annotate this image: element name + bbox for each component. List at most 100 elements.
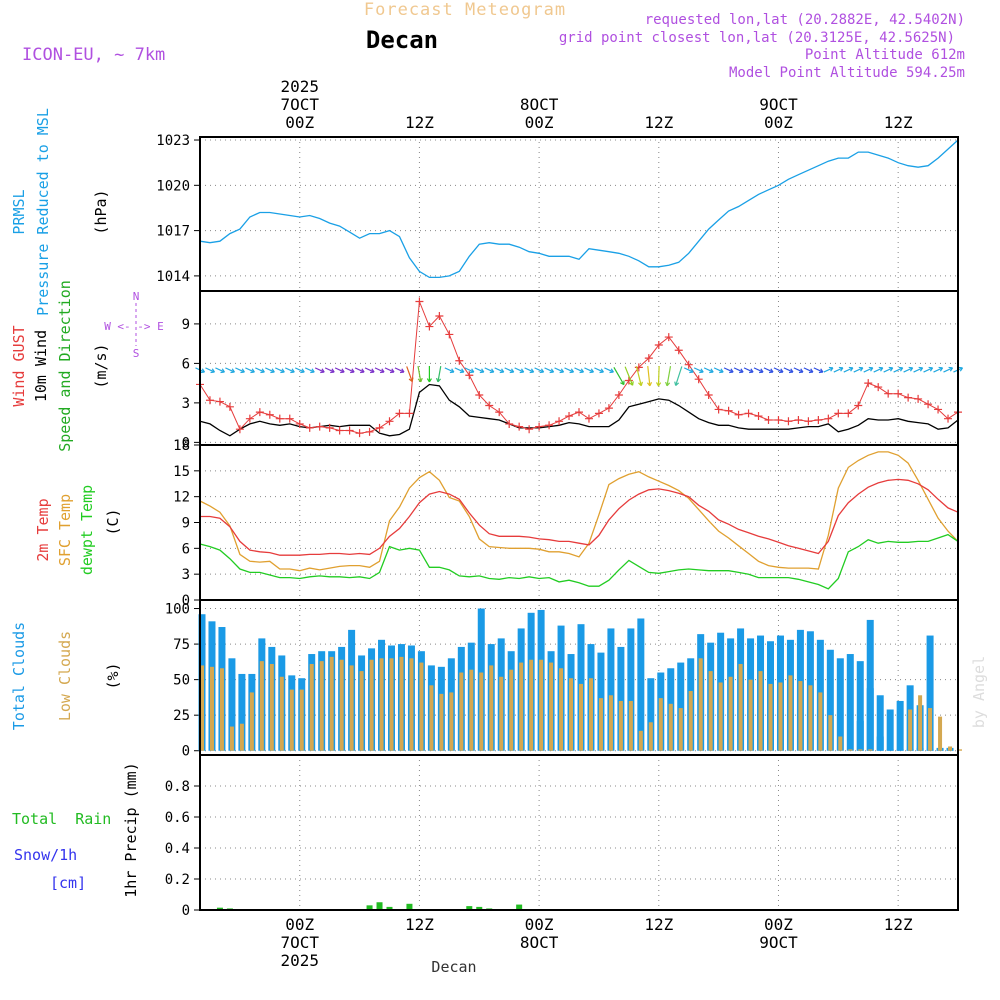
wind-arrow-18 (374, 367, 385, 373)
gust-point-15 (345, 426, 354, 435)
low-cloud-bar-18 (379, 658, 384, 751)
gust-point-43 (624, 376, 633, 385)
gust-point-1 (205, 396, 214, 405)
low-cloud-bar-40 (598, 698, 603, 751)
gust-point-68 (874, 383, 883, 392)
wind-arrow-44 (635, 366, 642, 386)
low-cloud-bar-61 (808, 685, 813, 751)
total-cloud-bar-extra-0 (856, 720, 864, 751)
header-gridpoint: grid point closest lon,lat (20.3125E, 42… (559, 30, 955, 46)
wind-arrow-12 (314, 367, 325, 373)
gust-point-14 (335, 426, 344, 435)
top-hour-label-1: 12Z (405, 113, 434, 132)
rain-bar-7 (476, 906, 483, 910)
low-cloud-bar-49 (688, 691, 693, 751)
gust-point-24 (435, 312, 444, 321)
gust-point-49 (684, 360, 693, 369)
wind-arrow-head-36 (559, 368, 565, 374)
pressure-frame (199, 136, 959, 292)
gust-point-11 (305, 423, 314, 432)
gust-point-57 (764, 415, 773, 424)
temp-sfc-label: SFC Temp (56, 494, 74, 566)
wind-arrow-21 (406, 366, 413, 382)
low-cloud-bar-23 (429, 685, 434, 751)
footer-name: Decan (431, 958, 476, 976)
clouds-panel: 0 25 50 75 100 (165, 599, 962, 760)
wind-arrow-head-61 (808, 368, 814, 374)
wind-arrow-head-67 (868, 366, 874, 372)
wind-arrow-47 (666, 366, 672, 386)
top-year-label: 2025 (280, 77, 319, 96)
wind-arrow-3 (225, 367, 235, 373)
wind-arrow-head-62 (818, 368, 824, 374)
wind-arrow-63 (823, 367, 834, 373)
wind-arrow-45 (647, 365, 651, 386)
wind-arrow-head-7 (270, 368, 275, 374)
temp-dewpt-label: dewpt Temp (78, 485, 96, 575)
wind-arrow-57 (763, 367, 774, 373)
wind-ytick-label-1: 3 (182, 396, 190, 412)
low-cloud-bar-19 (389, 658, 394, 751)
gust-point-72 (914, 394, 923, 403)
total-cloud-bar-43 (627, 628, 635, 751)
wind-arrow-11 (304, 367, 315, 373)
temperature-panel: 0 3 6 9 12 15 18 (173, 438, 959, 609)
wind-arrow-5 (245, 367, 255, 373)
wind-ytick-label-0: 0 (182, 435, 190, 451)
low-cloud-bar-39 (588, 678, 593, 751)
temp-2m-line (200, 478, 959, 556)
clouds-ytick-label-3: 75 (173, 637, 190, 653)
wind-arrow-head-14 (340, 368, 345, 374)
wind-arrow-head-37 (569, 368, 575, 374)
low-cloud-bar-52 (718, 682, 723, 751)
wind-arrow-head-4 (240, 368, 245, 374)
low-cloud-bar-66 (858, 749, 863, 751)
gust-point-17 (365, 427, 374, 436)
temp-2m-label: 2m Temp (34, 498, 52, 561)
gust-point-10 (295, 419, 304, 428)
snow-label: Snow/1h (14, 846, 77, 864)
gust-point-51 (704, 390, 713, 399)
low-cloud-bar-50 (698, 658, 703, 751)
pressure-ytick-label-0: 1014 (156, 269, 190, 285)
wind-arrow-head-19 (389, 368, 395, 374)
total-cloud-bar-3 (228, 658, 236, 751)
gust-point-8 (275, 414, 284, 423)
wind-arrow-71 (903, 367, 913, 373)
wind-arrow-48 (675, 366, 683, 386)
wind-arrow-head-46 (655, 382, 662, 387)
wind-arrow-19 (384, 367, 395, 373)
wind-arrow-head-8 (280, 368, 285, 374)
gust-point-75 (944, 414, 953, 423)
low-cloud-bar-30 (499, 676, 504, 751)
bottom-year-label-0: 2025 (280, 951, 319, 970)
gust-point-7 (265, 410, 274, 419)
wind-arrow-head-41 (609, 368, 614, 374)
gust-point-21 (405, 409, 414, 418)
wind-arrow-59 (783, 367, 794, 373)
gust-point-38 (575, 408, 583, 417)
wind-arrow-head-75 (948, 366, 954, 372)
rain-bar-3 (376, 902, 383, 910)
wind-arrow-head-27 (469, 368, 475, 374)
wind-arrow-24 (437, 365, 442, 382)
low-cloud-bar-0 (200, 665, 204, 751)
wind-arrow-head-48 (674, 381, 680, 386)
low-cloud-bar-22 (419, 662, 424, 751)
low-cloud-bar-21 (409, 658, 414, 751)
wind-arrow-32 (514, 367, 524, 373)
low-cloud-bar-67 (868, 749, 873, 751)
wind-arrow-head-56 (759, 368, 764, 374)
wind-arrow-head-49 (689, 368, 694, 374)
low-cloud-bar-43 (628, 700, 633, 751)
low-cloud-bar-14 (339, 659, 344, 751)
gust-point-20 (395, 409, 404, 418)
precip-ytick-label-0: 0 (182, 903, 190, 919)
wind-arrow-head-22 (417, 377, 423, 383)
gust-point-71 (904, 393, 913, 402)
wind-arrow-70 (893, 367, 903, 373)
prmsl-label: PRMSL (10, 189, 28, 234)
temperature-ytick-label-5: 15 (173, 464, 190, 480)
